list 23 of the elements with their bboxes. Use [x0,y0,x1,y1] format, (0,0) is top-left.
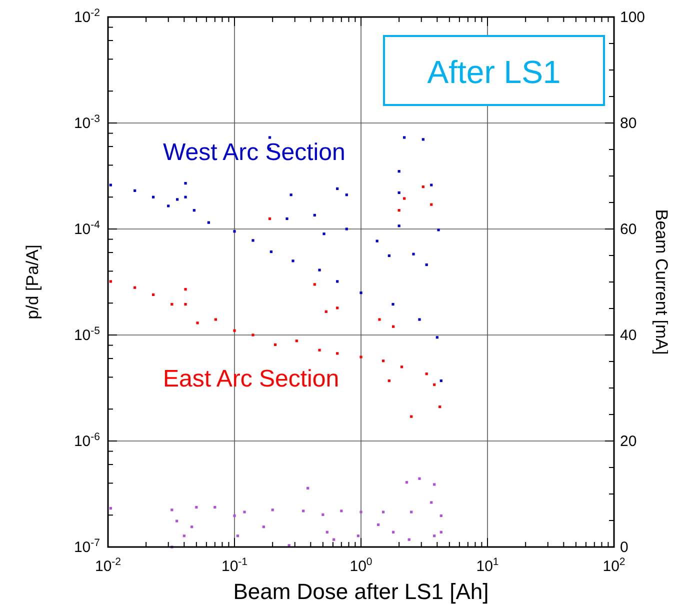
x-tick-label: 10$^{-2}$ [94,556,122,575]
y2-tick-label: 60 [620,221,637,238]
y2-tick-label: 100 [620,9,646,26]
y2-tick-label: 20 [620,433,637,450]
y-tick-label: 10$^{-3}$ [74,113,100,132]
y2-tick-label: 40 [620,327,637,344]
annotation: After LS1 [427,54,561,90]
y2-axis-title: Beam Current [mA] [652,209,671,355]
y-tick-label: 10$^{-2}$ [74,7,100,26]
y2-tick-label: 80 [620,115,637,132]
y2-tick-label: 0 [620,539,628,556]
x-tick-label: 10$^{-1}$ [221,556,248,575]
y-axis-title: p/d [Pa/A] [23,244,42,320]
x-tick-label: 10$^{2}$ [602,556,626,575]
x-tick-label: 10$^{1}$ [476,556,499,575]
series-label: West Arc Section [163,139,346,166]
x-axis-title: Beam Dose after LS1 [Ah] [233,579,489,604]
series-label: East Arc Section [163,365,340,392]
y-tick-label: 10$^{-4}$ [74,219,100,238]
y-tick-label: 10$^{-7}$ [74,537,100,556]
y-tick-label: 10$^{-5}$ [74,325,100,344]
y-tick-label: 10$^{-6}$ [74,431,100,450]
x-tick-label: 10$^{0}$ [350,556,372,575]
